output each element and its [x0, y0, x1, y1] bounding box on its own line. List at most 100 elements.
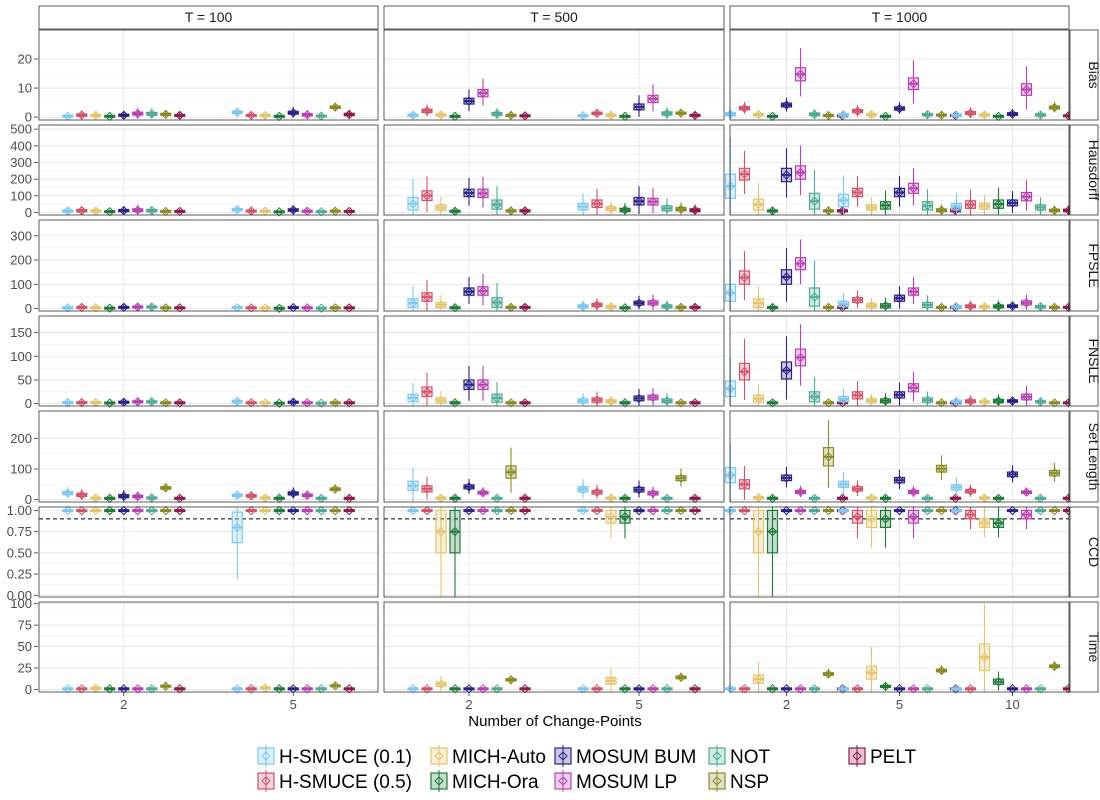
- mean-marker: [147, 684, 157, 694]
- mean-marker: [993, 301, 1004, 312]
- mean-marker: [922, 300, 933, 310]
- mean-marker: [676, 204, 686, 214]
- box-mosum-lp-10: [1020, 66, 1033, 110]
- box-nsp-10: [1048, 398, 1061, 408]
- box-pelt-5: [689, 398, 701, 408]
- mean-marker: [739, 505, 750, 516]
- mean-marker: [506, 675, 516, 685]
- box-h-smuce-0-1-5: [837, 175, 850, 215]
- mean-marker: [1007, 505, 1018, 516]
- box-mich-ora-2: [104, 206, 116, 217]
- box-mich-auto-2: [435, 675, 447, 692]
- box-not-2: [808, 376, 821, 406]
- box-mosum-lp-5: [647, 505, 659, 516]
- mean-marker: [478, 379, 488, 390]
- mean-marker: [908, 183, 919, 194]
- mean-marker: [1007, 301, 1018, 311]
- panel-border: [383, 219, 725, 312]
- panel-border: [383, 506, 725, 598]
- box-h-smuce-0-1-5: [837, 472, 850, 495]
- box-mosum-lp-5: [907, 60, 920, 104]
- column-strip-label: T = 100: [185, 9, 233, 25]
- y-ticks-time: 0 25 50 75 100: [10, 596, 38, 697]
- mean-marker: [408, 684, 418, 694]
- mean-marker: [852, 187, 863, 198]
- mean-marker: [767, 302, 778, 313]
- mean-marker: [450, 398, 460, 408]
- box-not-5: [315, 206, 327, 217]
- mean-marker: [422, 684, 432, 694]
- box-mosum-lp-5: [907, 684, 920, 694]
- box-mich-auto-5: [605, 395, 617, 406]
- box-h-smuce-0-1-2: [62, 505, 74, 516]
- box-mosum-lp-10: [1020, 294, 1033, 310]
- mean-marker: [133, 205, 143, 215]
- panel-border: [383, 601, 725, 693]
- mean-marker: [77, 505, 87, 516]
- panel-fnsle-t-1000: [724, 315, 1075, 408]
- mean-marker: [161, 398, 171, 408]
- mean-marker: [880, 301, 891, 311]
- box-h-smuce-0-5-2: [738, 338, 751, 400]
- mean-marker: [119, 110, 129, 120]
- mean-marker: [620, 205, 630, 215]
- mean-marker: [648, 505, 658, 516]
- mean-marker: [422, 387, 432, 397]
- row-strip-label: FPSLE: [1086, 243, 1100, 287]
- mean-marker: [1035, 505, 1046, 516]
- mean-marker: [592, 108, 602, 119]
- box-not-2: [808, 169, 821, 215]
- mean-marker: [330, 398, 340, 408]
- mean-marker: [894, 390, 905, 400]
- mean-marker: [105, 206, 115, 217]
- mean-marker: [1021, 487, 1032, 497]
- mean-marker: [232, 107, 242, 118]
- panel-border: [38, 601, 379, 693]
- box-not-2: [808, 505, 821, 516]
- mean-marker: [823, 505, 834, 516]
- box-mosum-lp-2: [794, 684, 807, 694]
- mean-marker: [725, 684, 736, 694]
- mean-marker: [908, 684, 919, 694]
- legend-item-mich-ora: MICH-Ora: [430, 770, 539, 793]
- mean-marker: [520, 398, 530, 408]
- mean-marker: [866, 300, 877, 311]
- box-mosum-lp-2: [132, 505, 144, 516]
- x-axis-title: Number of Change-Points: [468, 713, 641, 730]
- box-h-smuce-0-5-5: [851, 507, 864, 539]
- box-h-smuce-0-5-2: [76, 488, 88, 501]
- box-h-smuce-0-5-2: [421, 684, 433, 694]
- panel-layer: [38, 29, 1075, 694]
- mean-marker: [739, 479, 750, 489]
- box-h-smuce-0-1-5: [577, 393, 589, 406]
- box-mosum-lp-2: [477, 273, 489, 306]
- box-mosum-lp-5: [647, 188, 659, 213]
- mean-marker: [492, 684, 502, 694]
- box-h-smuce-0-5-2: [738, 250, 751, 301]
- box-h-smuce-0-5-10: [964, 189, 977, 215]
- box-mosum-lp-2: [477, 176, 489, 208]
- box-mich-auto-10: [978, 110, 991, 120]
- x-tick-label: 2: [783, 697, 790, 712]
- box-mosum-lp-2: [477, 505, 489, 516]
- box-mosum-bum-2: [780, 466, 793, 488]
- mean-marker: [838, 394, 849, 404]
- box-nsp-2: [822, 398, 835, 408]
- row-strip-box: [1069, 219, 1099, 312]
- mean-marker: [1049, 205, 1060, 216]
- panel-ccd-t-1000: [724, 505, 1075, 598]
- mean-marker: [965, 684, 976, 694]
- box-pelt-2: [174, 110, 186, 121]
- box-h-smuce-0-1-10: [950, 477, 963, 496]
- mean-marker: [795, 167, 806, 178]
- box-mich-auto-2: [435, 196, 447, 215]
- box-h-smuce-0-5-2: [421, 176, 433, 213]
- box-h-smuce-0-5-5: [245, 505, 257, 516]
- mean-marker: [606, 676, 616, 686]
- legend-label: H-SMUCE (0.1): [279, 747, 412, 768]
- mean-marker: [838, 299, 849, 309]
- mean-marker: [993, 677, 1004, 687]
- mean-marker: [795, 684, 806, 694]
- mean-marker: [725, 384, 736, 394]
- box-pelt-2: [174, 398, 186, 408]
